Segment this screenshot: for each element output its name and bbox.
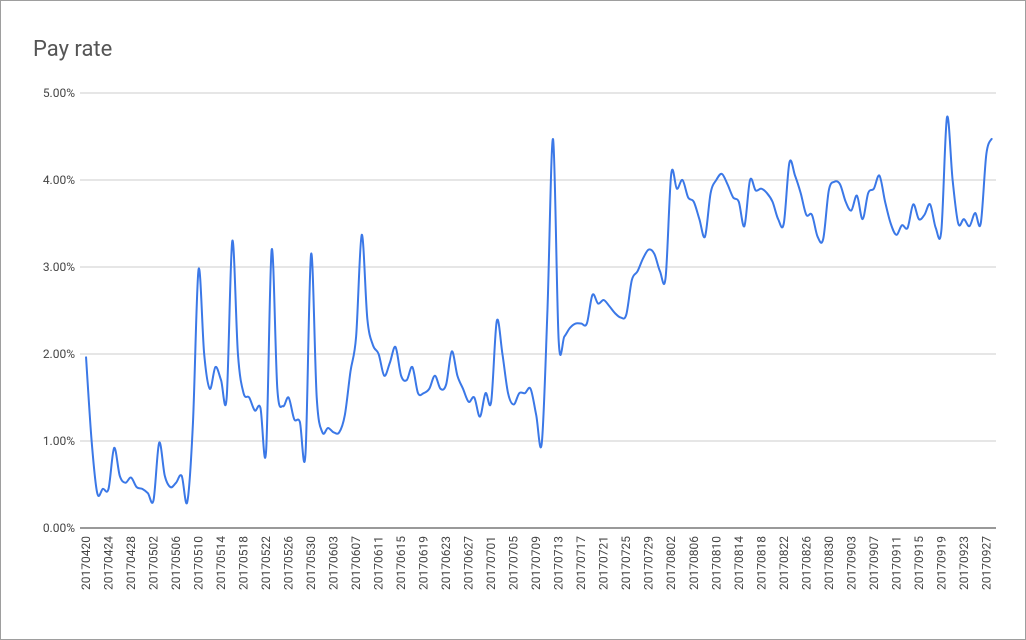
x-tick-label: 20170903 [844,536,858,590]
x-tick-label: 20170911 [889,536,903,590]
x-tick-label: 20170530 [304,536,318,590]
y-tick-label: 5.00% [43,86,75,100]
x-tick-label: 20170514 [214,536,228,590]
x-tick-label: 20170607 [349,536,363,590]
x-tick-label: 20170721 [597,536,611,590]
x-tick-label: 20170526 [282,536,296,590]
x-tick-label: 20170717 [574,536,588,590]
x-tick-label: 20170830 [822,536,836,590]
x-tick-label: 20170506 [169,536,183,590]
x-tick-label: 20170919 [934,536,948,590]
x-tick-label: 20170927 [979,536,993,590]
x-tick-label: 20170725 [619,536,633,590]
x-tick-label: 20170522 [259,536,273,590]
y-tick-label: 1.00% [43,434,75,448]
x-tick-label: 20170420 [79,536,93,590]
x-tick-label: 20170623 [439,536,453,590]
x-tick-label: 20170822 [777,536,791,590]
x-tick-label: 20170510 [192,536,206,590]
x-tick-label: 20170619 [417,536,431,590]
y-tick-label: 3.00% [43,260,75,274]
x-tick-label: 20170615 [394,536,408,590]
x-tick-label: 20170611 [372,536,386,590]
x-tick-label: 20170826 [799,536,813,590]
x-tick-label: 20170518 [237,536,251,590]
x-tick-label: 20170424 [102,536,116,590]
x-tick-label: 20170502 [147,536,161,590]
x-tick-label: 20170802 [664,536,678,590]
x-tick-label: 20170923 [957,536,971,590]
x-tick-label: 20170814 [732,536,746,590]
x-tick-label: 20170806 [687,536,701,590]
x-tick-label: 20170713 [552,536,566,590]
chart-title: Pay rate [33,37,112,62]
x-tick-label: 20170907 [867,536,881,590]
y-tick-label: 2.00% [43,347,75,361]
y-tick-label: 4.00% [43,173,75,187]
x-tick-label: 20170428 [124,536,138,590]
x-tick-label: 20170627 [462,536,476,590]
x-tick-label: 20170705 [507,536,521,590]
x-tick-label: 20170818 [754,536,768,590]
x-tick-label: 20170709 [529,536,543,590]
x-tick-label: 20170701 [484,536,498,590]
x-tick-label: 20170729 [642,536,656,590]
x-tick-label: 20170603 [327,536,341,590]
y-tick-label: 0.00% [43,521,75,535]
x-tick-label: 20170915 [912,536,926,590]
x-tick-label: 20170810 [709,536,723,590]
line-series [85,115,993,505]
